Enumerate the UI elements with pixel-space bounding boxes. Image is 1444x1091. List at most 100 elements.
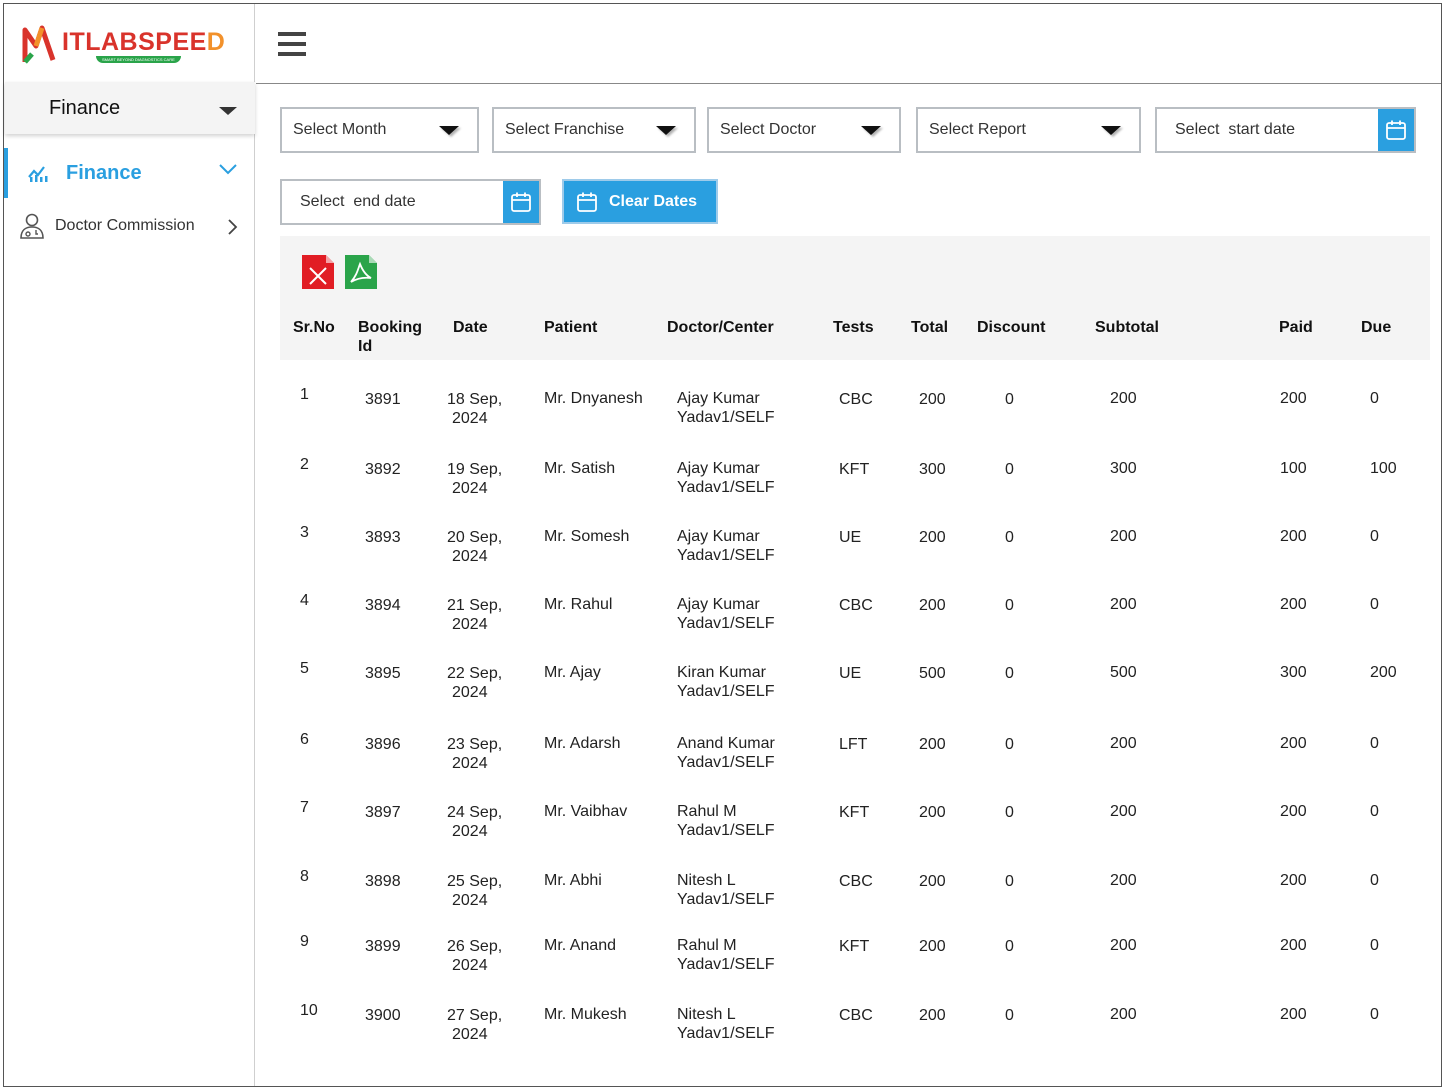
cell-paid: 200: [1280, 937, 1307, 954]
table-header-panel: [280, 236, 1430, 360]
cell-srno: 4: [300, 592, 309, 609]
chart-icon: [26, 162, 52, 189]
select-franchise[interactable]: Select Franchise: [492, 107, 696, 153]
cell-due: 0: [1370, 735, 1379, 752]
doctor-icon: [18, 212, 46, 245]
cell-doctor: Nitesh L: [677, 1006, 736, 1023]
cell-subtotal: 200: [1110, 596, 1137, 613]
cell-total: 200: [919, 736, 946, 753]
cell-subtotal: 200: [1110, 937, 1137, 954]
end-date-input[interactable]: Select end date: [280, 179, 541, 225]
cell-patient: Mr. Ajay: [544, 664, 601, 681]
cell-discount: 0: [1005, 529, 1014, 546]
cell-date: 19 Sep,: [447, 461, 503, 478]
cell-date: 20 Sep,: [447, 529, 503, 546]
sidebar: ITLABSPEED SMART BEYOND DIAGNOSTICS CARE…: [4, 4, 255, 1086]
cell-subtotal: 200: [1110, 528, 1137, 545]
cell-doctor-center: Yadav1/SELF: [677, 479, 775, 496]
excel-export-icon[interactable]: [302, 255, 334, 289]
cell-date-year: 2024: [452, 480, 488, 497]
select-report[interactable]: Select Report: [916, 107, 1141, 153]
cell-discount: 0: [1005, 1007, 1014, 1024]
cell-srno: 3: [300, 524, 309, 541]
cell-subtotal: 300: [1110, 460, 1137, 477]
cell-booking-id: 3895: [365, 665, 401, 682]
cell-paid: 100: [1280, 460, 1307, 477]
select-doctor[interactable]: Select Doctor: [707, 107, 901, 153]
cell-booking-id: 3891: [365, 391, 401, 408]
cell-date-year: 2024: [452, 548, 488, 565]
cell-doctor: Ajay Kumar: [677, 596, 760, 613]
col-header-tests: Tests: [833, 319, 874, 336]
cell-due: 0: [1370, 803, 1379, 820]
cell-date: 27 Sep,: [447, 1007, 503, 1024]
col-header-due: Due: [1361, 319, 1392, 336]
cell-doctor-center: Yadav1/SELF: [677, 409, 775, 426]
cell-discount: 0: [1005, 665, 1014, 682]
cell-subtotal: 500: [1110, 664, 1137, 681]
cell-doctor: Ajay Kumar: [677, 390, 760, 407]
cell-patient: Mr. Anand: [544, 937, 617, 954]
calendar-icon[interactable]: [1378, 109, 1414, 151]
select-month[interactable]: Select Month: [280, 107, 479, 153]
cell-due: 0: [1370, 937, 1379, 954]
cell-total: 500: [919, 665, 946, 682]
col-header-date: Date: [453, 319, 488, 336]
cell-discount: 0: [1005, 461, 1014, 478]
caret-down-icon: [219, 107, 237, 115]
cell-total: 200: [919, 1007, 946, 1024]
cell-paid: 200: [1280, 803, 1307, 820]
cell-booking-id: 3896: [365, 736, 401, 753]
hamburger-menu-icon[interactable]: [278, 32, 306, 62]
brand-logo[interactable]: ITLABSPEED SMART BEYOND DIAGNOSTICS CARE: [22, 24, 232, 68]
cell-doctor: Ajay Kumar: [677, 528, 760, 545]
cell-discount: 0: [1005, 597, 1014, 614]
cell-patient: Mr. Somesh: [544, 528, 630, 545]
sidebar-item-doctor-commission[interactable]: Doctor Commission: [4, 204, 254, 248]
col-header-patient: Patient: [544, 319, 598, 336]
sidebar-item-label: Doctor Commission: [55, 217, 195, 234]
cell-doctor-center: Yadav1/SELF: [677, 683, 775, 700]
pdf-export-icon[interactable]: [345, 255, 377, 289]
cell-subtotal: 200: [1110, 872, 1137, 889]
chevron-right-icon: [226, 218, 238, 241]
cell-tests: KFT: [839, 461, 870, 478]
cell-tests: UE: [839, 665, 862, 682]
cell-doctor: Rahul M: [677, 803, 737, 820]
chevron-down-icon: [218, 162, 238, 181]
cell-discount: 0: [1005, 391, 1014, 408]
col-header-subtotal: Subtotal: [1095, 319, 1159, 336]
cell-paid: 200: [1280, 528, 1307, 545]
cell-date-year: 2024: [452, 755, 488, 772]
start-date-input[interactable]: Select start date: [1155, 107, 1416, 153]
cell-date: 18 Sep,: [447, 391, 503, 408]
cell-tests: CBC: [839, 1007, 873, 1024]
cell-doctor-center: Yadav1/SELF: [677, 1025, 775, 1042]
cell-date-year: 2024: [452, 823, 488, 840]
module-select[interactable]: Finance: [5, 82, 255, 134]
cell-due: 100: [1370, 460, 1397, 477]
cell-booking-id: 3894: [365, 597, 401, 614]
cell-date: 24 Sep,: [447, 804, 503, 821]
sidebar-item-finance[interactable]: Finance: [4, 148, 254, 198]
cell-subtotal: 200: [1110, 803, 1137, 820]
caret-down-icon: [861, 126, 881, 135]
cell-date: 26 Sep,: [447, 938, 503, 955]
cell-date-year: 2024: [452, 1026, 488, 1043]
cell-doctor-center: Yadav1/SELF: [677, 615, 775, 632]
cell-discount: 0: [1005, 873, 1014, 890]
calendar-icon[interactable]: [503, 181, 539, 223]
cell-doctor: Kiran Kumar: [677, 664, 766, 681]
cell-total: 200: [919, 597, 946, 614]
cell-due: 0: [1370, 390, 1379, 407]
cell-date: 25 Sep,: [447, 873, 503, 890]
caret-down-icon: [1101, 126, 1121, 135]
clear-dates-button[interactable]: Clear Dates: [562, 179, 718, 224]
cell-due: 0: [1370, 596, 1379, 613]
cell-tests: CBC: [839, 391, 873, 408]
cell-subtotal: 200: [1110, 390, 1137, 407]
brand-name: ITLABSPEED: [62, 28, 226, 56]
cell-total: 200: [919, 873, 946, 890]
cell-discount: 0: [1005, 736, 1014, 753]
cell-booking-id: 3900: [365, 1007, 401, 1024]
